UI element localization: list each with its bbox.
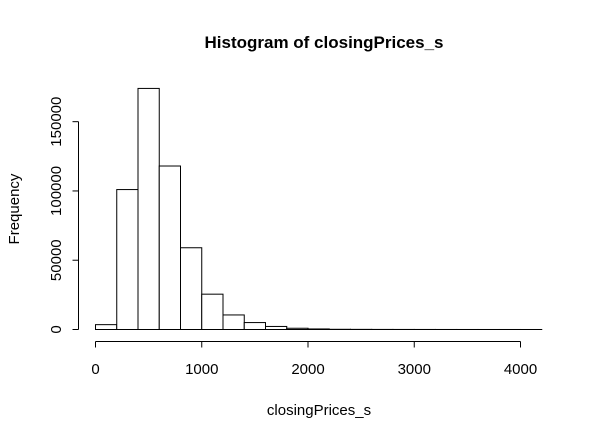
x-tick-label-0: 0 <box>91 361 99 378</box>
histogram-bars <box>95 87 543 331</box>
histogram-bar-5 <box>201 293 224 330</box>
histogram-bar-4 <box>180 247 203 330</box>
x-tick-label-2: 2000 <box>291 361 324 378</box>
x-tick-label-3: 3000 <box>398 361 431 378</box>
x-axis-label: closingPrices_s <box>267 402 371 419</box>
histogram-bar-2 <box>137 87 160 330</box>
histogram-bar-0 <box>95 324 118 331</box>
x-tick-label-4: 4000 <box>504 361 537 378</box>
x-tick-label-1: 1000 <box>185 361 218 378</box>
y-axis-label: Frequency <box>6 173 23 244</box>
chart-title: Histogram of closingPrices_s <box>204 33 443 52</box>
histogram-bar-9 <box>286 327 309 331</box>
x-axis-ticks: 0 1000 2000 3000 4000 <box>91 341 537 378</box>
histogram-bar-10 <box>307 328 330 331</box>
histogram-bar-3 <box>158 165 181 330</box>
y-tick-label-3: 150000 <box>48 97 65 147</box>
histogram-bar-7 <box>243 322 266 331</box>
histogram-bar-1 <box>116 189 139 330</box>
histogram-bar-8 <box>265 325 288 331</box>
y-tick-label-2: 100000 <box>48 166 65 216</box>
y-axis-ticks: 0 50000 100000 150000 <box>48 97 79 334</box>
y-tick-label-1: 50000 <box>48 239 65 281</box>
histogram-bar-6 <box>222 314 245 330</box>
y-tick-label-0: 0 <box>48 325 65 333</box>
